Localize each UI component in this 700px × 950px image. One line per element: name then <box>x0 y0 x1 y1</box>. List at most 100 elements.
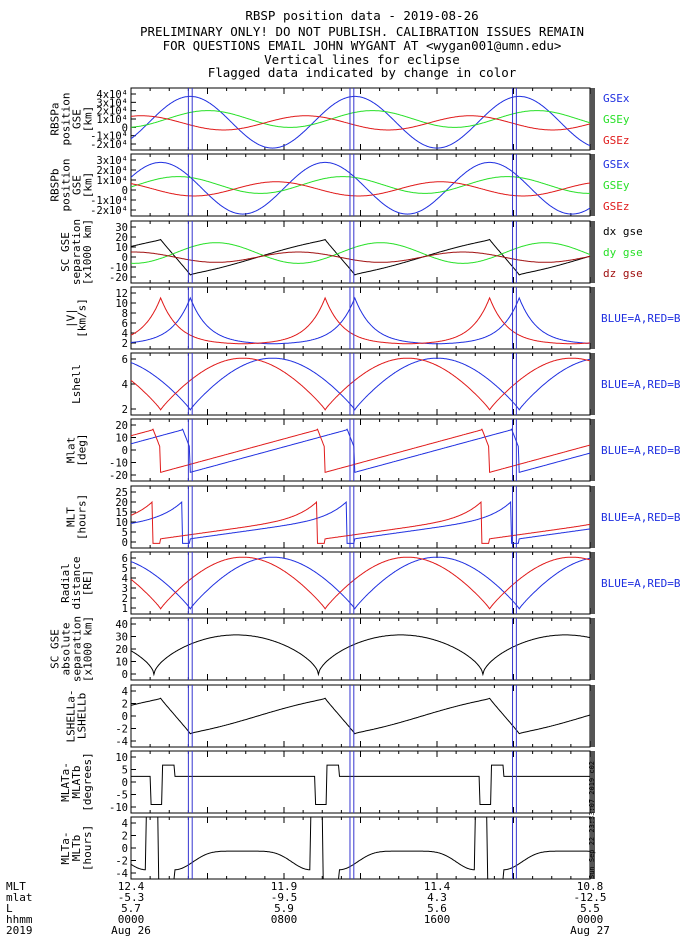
ytick-label: -2x10⁴ <box>90 139 128 151</box>
series-gsey <box>131 110 591 128</box>
ylabel: LSHELLa-LSHELLb <box>65 690 89 743</box>
ytick-label: -4 <box>115 868 128 880</box>
ylabel-line: SC GSE <box>49 629 62 669</box>
header-line4: Vertical lines for eclipse <box>264 52 460 67</box>
header-title: RBSP position data - 2019-08-26 <box>245 8 478 23</box>
series-mlat-b <box>130 428 591 473</box>
ytick-label: 30 <box>115 222 128 234</box>
ytick-label: 2x10⁴ <box>96 106 128 118</box>
ytick-label: 15 <box>115 507 128 519</box>
legend-GSEx: GSEx <box>603 158 630 171</box>
ylabel-line: RBSPb <box>49 168 62 201</box>
ylabel-line: position <box>60 159 73 212</box>
footer-label-3: hhmm <box>6 913 33 926</box>
ytick-label: 30 <box>115 632 128 644</box>
panel-1: 4x10⁴3x10⁴2x10⁴1x10⁴0-1x10⁴-2x10⁴RBSPapo… <box>49 87 630 151</box>
ytick-label: 4 <box>122 379 128 391</box>
series-dz <box>131 251 591 263</box>
ytick-label: 10 <box>115 298 128 310</box>
ytick-label: 1 <box>122 603 128 615</box>
series-b <box>130 556 591 610</box>
footer-value: Aug 26 <box>111 924 151 937</box>
ytick-label: 6 <box>122 553 128 565</box>
ytick-label: 0 <box>122 537 128 549</box>
footer-value: 11.9 <box>271 880 298 893</box>
ytick-label: 5 <box>122 765 128 777</box>
ytick-label: 4 <box>122 686 128 698</box>
ytick-label: 2 <box>122 338 128 350</box>
panels: 4x10⁴3x10⁴2x10⁴1x10⁴0-1x10⁴-2x10⁴RBSPapo… <box>49 87 681 880</box>
ytick-label: -2x10⁴ <box>90 205 128 217</box>
ylabel-line: MLTa- <box>59 831 72 864</box>
ylabel-line: LSHELLa- <box>65 690 78 743</box>
ytick-label: 0 <box>122 185 128 197</box>
footer-value: -9.5 <box>271 891 298 904</box>
ylabel-line: SC GSE <box>59 232 72 272</box>
ytick-label: 1x10⁴ <box>96 114 128 126</box>
ytick-label: 20 <box>115 420 128 432</box>
panel-right-bar <box>590 419 595 481</box>
ylabel-line: Mlat <box>65 437 78 464</box>
ylabel-line: Radial <box>59 563 72 603</box>
series-b <box>130 357 591 411</box>
ytick-label: -1x10⁴ <box>90 195 128 207</box>
ytick-label: 10 <box>115 433 128 445</box>
ytick-label: 2 <box>122 404 128 416</box>
ytick-label: -10 <box>109 458 128 470</box>
ytick-label: 12 <box>115 288 128 300</box>
ylabel-line: LSHELLb <box>76 693 89 739</box>
ylabel-line: Lshell <box>70 364 83 404</box>
series-mlt-a <box>130 500 591 544</box>
panel-frame <box>130 551 591 615</box>
ytick-label: 6 <box>122 318 128 330</box>
footer-value: 11.4 <box>424 880 451 893</box>
footer-label-1: mlat <box>6 891 33 904</box>
timestamp-stamp: Sun Sep 22 23:33:07 2019 c02 <box>588 761 596 879</box>
panel-right-bar <box>590 486 595 548</box>
ytick-label: 10 <box>115 517 128 529</box>
series-dl <box>130 697 591 735</box>
footer-value: 0800 <box>271 913 298 926</box>
series-gsex <box>130 95 591 149</box>
series-mlat-a <box>130 428 591 473</box>
panel-right-bar <box>590 88 595 150</box>
ytick-label: 0 <box>122 669 128 681</box>
ylabel-line: absolute <box>60 623 73 676</box>
ylabel-line: GSE <box>71 175 84 195</box>
header-line5: Flagged data indicated by change in colo… <box>208 65 517 80</box>
panel-frame <box>130 352 591 416</box>
ylabel-line: RBSPa <box>49 102 62 135</box>
ytick-label: 6 <box>122 354 128 366</box>
panel-right-bar <box>590 552 595 614</box>
ytick-label: 5 <box>122 527 128 539</box>
ytick-label: 10 <box>115 242 128 254</box>
ylabel-line: separation <box>71 616 84 682</box>
series-a <box>130 357 591 411</box>
panel-right-bar <box>590 751 595 813</box>
ytick-label: 2 <box>122 699 128 711</box>
legend-ab: BLUE=A,RED=B <box>601 444 681 457</box>
footer-label-4: 2019 <box>6 924 33 937</box>
ytick-label: -2 <box>115 856 128 868</box>
footer-value: -12.5 <box>573 891 606 904</box>
ylabel-line: [RE] <box>81 570 94 597</box>
series-dmlt <box>130 816 590 880</box>
ytick-label: 3 <box>122 583 128 595</box>
footer-value: -5.3 <box>118 891 145 904</box>
panel-right-bar <box>590 154 595 216</box>
ytick-label: 0 <box>122 843 128 855</box>
footer-label-2: L <box>6 902 13 915</box>
series-vel-a <box>130 296 591 345</box>
series-abs-sep <box>130 634 591 677</box>
panel-right-bar <box>590 618 595 680</box>
ylabel-line: [km/s] <box>76 298 89 338</box>
ylabel-line: MLATa- <box>59 762 72 802</box>
series-gsex <box>130 161 591 215</box>
header: RBSP position data - 2019-08-26 PRELIMIN… <box>140 8 584 80</box>
footer-value: 0000 <box>118 913 145 926</box>
